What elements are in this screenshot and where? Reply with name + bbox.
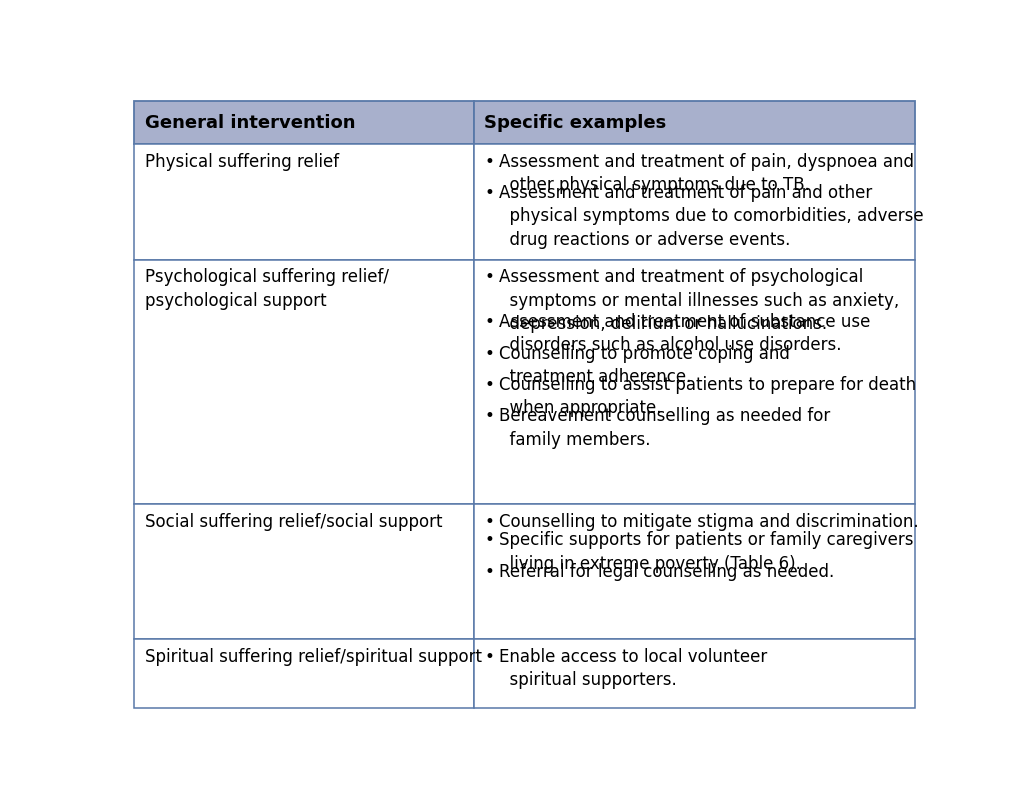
Bar: [474, 144, 915, 260]
Text: Enable access to local volunteer
  spiritual supporters.: Enable access to local volunteer spiritu…: [499, 648, 767, 689]
Text: •: •: [484, 531, 495, 549]
Text: •: •: [484, 344, 495, 363]
Text: •: •: [484, 313, 495, 331]
Text: Referral for legal counselling as needed.: Referral for legal counselling as needed…: [499, 562, 834, 581]
Text: Counselling to promote coping and
  treatment adherence.: Counselling to promote coping and treatm…: [499, 344, 790, 386]
Text: Spiritual suffering relief/spiritual support: Spiritual suffering relief/spiritual sup…: [144, 648, 481, 666]
Bar: [134, 505, 474, 639]
Text: Counselling to assist patients to prepare for death
  when appropriate.: Counselling to assist patients to prepar…: [499, 376, 915, 417]
Text: •: •: [484, 648, 495, 666]
Text: Assessment and treatment of pain, dyspnoea and
  other physical symptoms due to : Assessment and treatment of pain, dyspno…: [499, 153, 913, 194]
Bar: [474, 101, 915, 144]
Bar: [474, 639, 915, 708]
Bar: [474, 260, 915, 505]
Text: •: •: [484, 268, 495, 287]
Text: Social suffering relief/social support: Social suffering relief/social support: [144, 513, 442, 531]
Text: •: •: [484, 153, 495, 171]
Text: Assessment and treatment of substance use
  disorders such as alcohol use disord: Assessment and treatment of substance us…: [499, 313, 870, 354]
Text: Bereavement counselling as needed for
  family members.: Bereavement counselling as needed for fa…: [499, 408, 829, 449]
Bar: [134, 144, 474, 260]
Bar: [474, 505, 915, 639]
Text: Counselling to mitigate stigma and discrimination.: Counselling to mitigate stigma and discr…: [499, 513, 919, 531]
Text: •: •: [484, 513, 495, 531]
Text: •: •: [484, 562, 495, 581]
Text: •: •: [484, 184, 495, 202]
Text: Assessment and treatment of psychological
  symptoms or mental illnesses such as: Assessment and treatment of psychologica…: [499, 268, 899, 333]
Text: •: •: [484, 376, 495, 394]
Text: General intervention: General intervention: [144, 114, 355, 131]
Bar: [134, 639, 474, 708]
Text: Specific supports for patients or family caregivers
  living in extreme poverty : Specific supports for patients or family…: [499, 531, 913, 573]
Bar: [134, 260, 474, 505]
Bar: [134, 101, 474, 144]
Text: Physical suffering relief: Physical suffering relief: [144, 153, 339, 171]
Text: Assessment and treatment of pain and other
  physical symptoms due to comorbidit: Assessment and treatment of pain and oth…: [499, 184, 924, 249]
Text: •: •: [484, 408, 495, 425]
Text: Specific examples: Specific examples: [484, 114, 667, 131]
Text: Psychological suffering relief/
psychological support: Psychological suffering relief/ psycholo…: [144, 268, 389, 310]
